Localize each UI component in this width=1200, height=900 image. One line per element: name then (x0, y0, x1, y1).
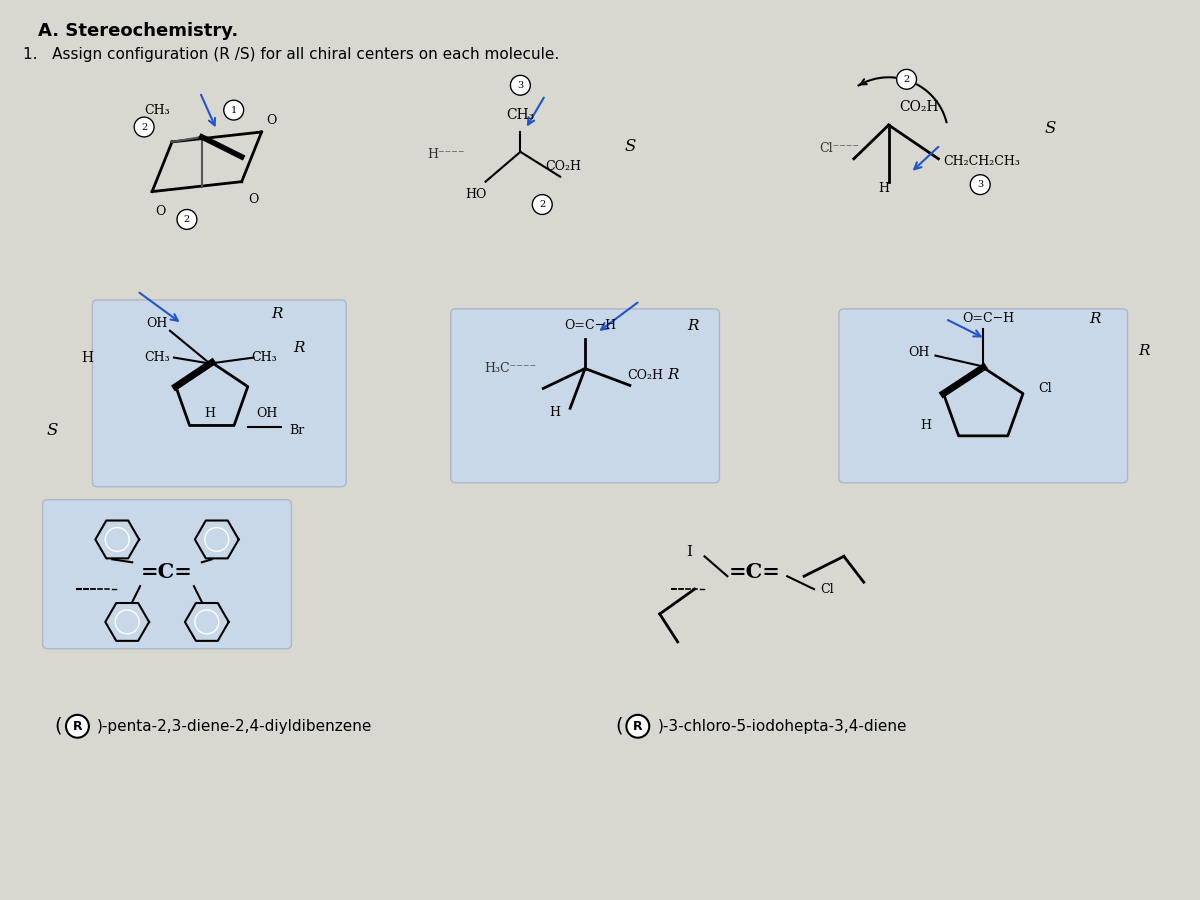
Text: H: H (878, 182, 889, 195)
Text: Cl: Cl (1038, 382, 1051, 395)
Text: CH₃: CH₃ (144, 351, 170, 364)
Text: H: H (920, 418, 931, 432)
Circle shape (134, 117, 154, 137)
Text: R: R (1139, 344, 1151, 357)
Circle shape (176, 210, 197, 230)
FancyBboxPatch shape (42, 500, 292, 649)
Text: Cl: Cl (820, 582, 834, 596)
Text: =C=: =C= (728, 562, 780, 582)
Text: 3: 3 (977, 180, 983, 189)
Circle shape (510, 76, 530, 95)
Text: R: R (294, 340, 305, 355)
Text: )-3-chloro-5-iodohepta-3,4-diene: )-3-chloro-5-iodohepta-3,4-diene (658, 719, 907, 733)
Text: H⁻⁻⁻⁻: H⁻⁻⁻⁻ (427, 148, 464, 161)
Text: 2: 2 (184, 215, 190, 224)
Text: 2: 2 (140, 122, 148, 131)
Circle shape (66, 715, 89, 738)
Text: O: O (266, 113, 277, 127)
Text: (: ( (614, 716, 623, 736)
Text: CO₂H: CO₂H (899, 100, 938, 114)
Circle shape (896, 69, 917, 89)
Text: 2: 2 (904, 75, 910, 84)
Text: R: R (667, 368, 678, 382)
Text: O=C−H: O=C−H (564, 320, 616, 332)
Text: (: ( (54, 716, 62, 736)
Text: R: R (686, 319, 698, 333)
FancyBboxPatch shape (451, 309, 720, 482)
Text: O: O (155, 205, 166, 218)
Text: H₃C⁻⁻⁻⁻: H₃C⁻⁻⁻⁻ (485, 362, 536, 375)
Text: CH₃: CH₃ (506, 108, 534, 122)
Text: H: H (204, 407, 215, 419)
Text: CO₂H: CO₂H (545, 160, 581, 174)
Text: O=C−H: O=C−H (962, 312, 1014, 325)
FancyBboxPatch shape (92, 300, 346, 487)
Text: S: S (624, 139, 636, 156)
Text: H: H (82, 351, 94, 364)
Text: OH: OH (908, 346, 929, 359)
Text: HO: HO (464, 188, 486, 201)
Text: 3: 3 (517, 81, 523, 90)
Text: O: O (248, 194, 259, 206)
Text: 1: 1 (230, 105, 236, 114)
Circle shape (971, 175, 990, 194)
Text: CO₂H: CO₂H (626, 369, 662, 382)
Text: OH: OH (146, 318, 168, 330)
Text: H: H (550, 406, 560, 419)
Text: 1.   Assign configuration (R /S) for all chiral centers on each molecule.: 1. Assign configuration (R /S) for all c… (23, 47, 559, 62)
Text: CH₂CH₂CH₃: CH₂CH₂CH₃ (943, 156, 1020, 168)
Circle shape (223, 100, 244, 120)
Text: R: R (1088, 311, 1100, 326)
FancyBboxPatch shape (839, 309, 1128, 482)
Text: 2: 2 (539, 200, 545, 209)
Text: A. Stereochemistry.: A. Stereochemistry. (37, 22, 238, 40)
Text: OH: OH (256, 407, 277, 419)
Text: =C=: =C= (142, 562, 193, 582)
Text: I: I (686, 545, 692, 560)
Text: S: S (1044, 121, 1056, 138)
Text: S: S (47, 421, 59, 438)
Text: R: R (634, 720, 643, 733)
Text: R: R (271, 307, 282, 320)
Circle shape (626, 715, 649, 738)
Text: CH₃: CH₃ (251, 351, 276, 364)
Text: CH₃: CH₃ (144, 104, 170, 117)
Text: Br: Br (289, 424, 304, 436)
Text: Cl⁻⁻⁻⁻: Cl⁻⁻⁻⁻ (818, 142, 859, 156)
Text: )-penta-2,3-diene-2,4-diyldibenzene: )-penta-2,3-diene-2,4-diyldibenzene (97, 719, 373, 733)
Text: R: R (73, 720, 83, 733)
Circle shape (533, 194, 552, 214)
